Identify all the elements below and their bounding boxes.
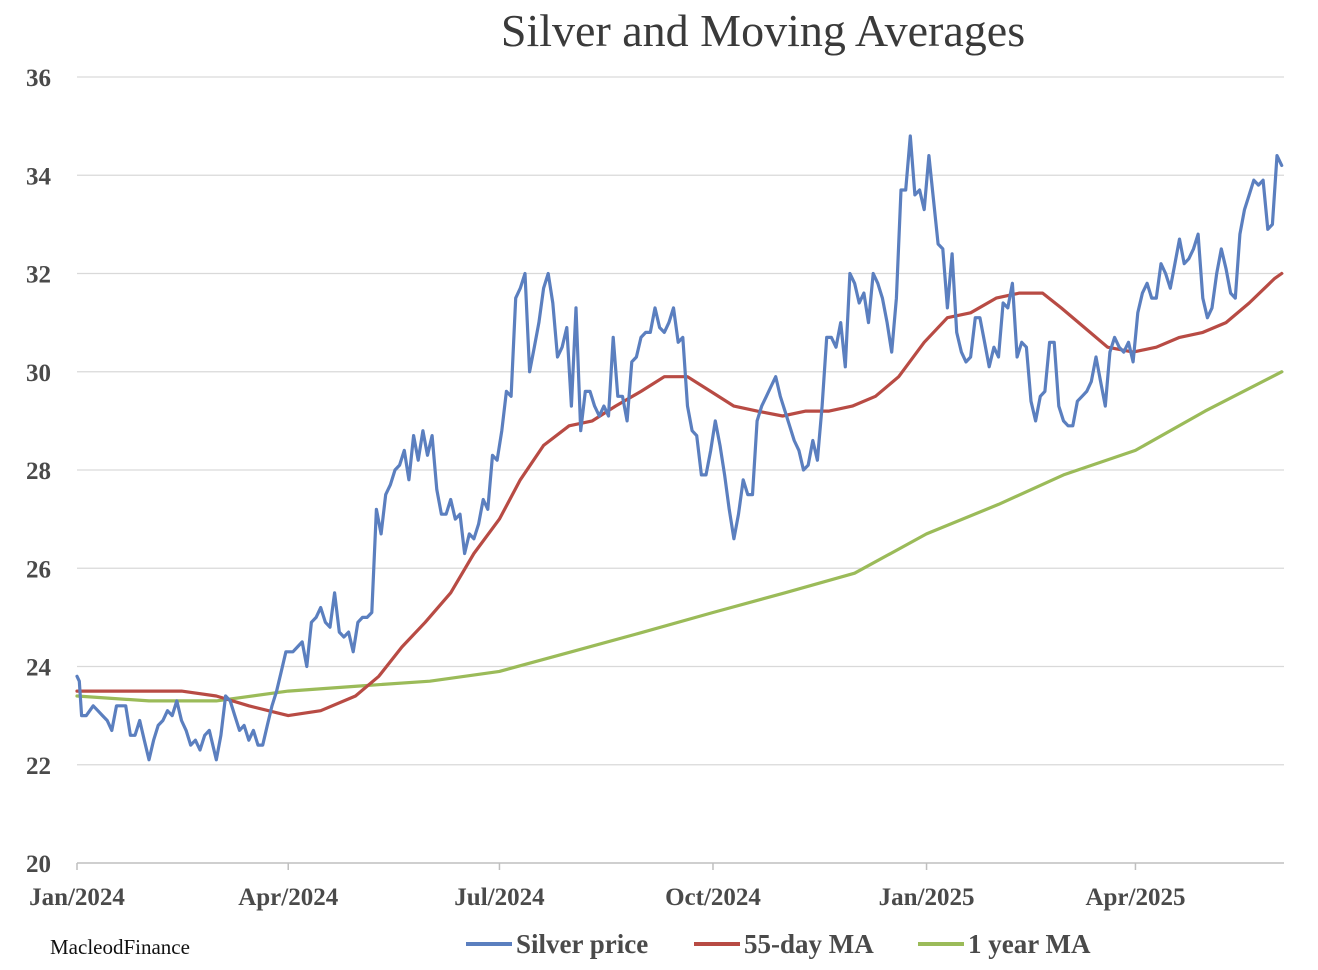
x-tick-label: Jan/2025 [879, 884, 975, 911]
y-tick-label: 36 [26, 65, 51, 92]
55-day-ma-line [75, 271, 1284, 718]
1-year-ma-line [75, 370, 1284, 703]
chart-title: Silver and Moving Averages [501, 5, 1025, 56]
y-tick-label: 24 [26, 655, 52, 682]
y-tick-label: 22 [26, 753, 51, 780]
x-tick-label: Jan/2024 [29, 884, 125, 911]
legend-label-1-year-ma: 1 year MA [968, 929, 1091, 959]
y-tick-label: 30 [26, 360, 51, 387]
y-tick-label: 34 [26, 163, 52, 190]
legend-label-55-day-ma: 55-day MA [744, 929, 874, 959]
legend: Silver price 55-day MA 1 year MA [466, 929, 1091, 959]
x-axis: Jan/2024 Apr/2024 Jul/2024 Oct/2024 Jan/2025… [29, 862, 1284, 911]
y-tick-label: 26 [26, 556, 51, 583]
gridlines [77, 76, 1284, 766]
x-tick-label: Oct/2024 [665, 884, 761, 911]
legend-label-silver-price: Silver price [516, 929, 648, 959]
series-lines [75, 134, 1284, 762]
silver-price-line [75, 134, 1284, 762]
x-tick-label: Apr/2024 [238, 884, 339, 911]
x-tick-label: Apr/2025 [1085, 884, 1185, 911]
y-tick-label: 28 [26, 458, 51, 485]
y-axis-ticks: 20 22 24 26 28 30 32 34 36 [26, 65, 52, 878]
y-tick-label: 20 [26, 851, 51, 878]
y-tick-label: 32 [26, 262, 51, 289]
credit-label: MacleodFinance [50, 935, 190, 959]
x-tick-label: Jul/2024 [454, 884, 545, 911]
